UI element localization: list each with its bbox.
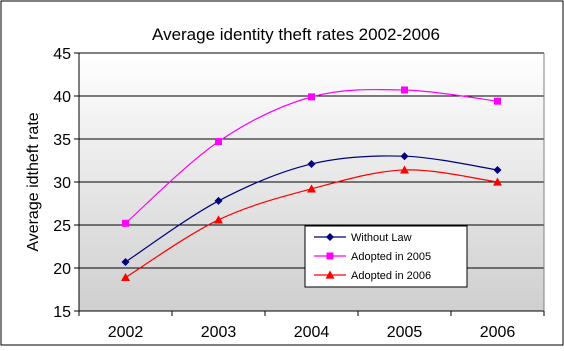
series-line <box>125 88 498 224</box>
data-point <box>400 152 409 161</box>
data-point <box>494 97 501 105</box>
legend-swatch-marker <box>325 270 335 279</box>
data-point <box>121 272 130 282</box>
x-tick-label: 2002 <box>108 324 144 341</box>
legend-swatch-marker <box>326 233 334 241</box>
data-point <box>214 196 223 205</box>
data-point <box>493 177 502 186</box>
data-point <box>122 219 129 227</box>
chart-title: Average identity theft rates 2002-2006 <box>152 25 440 44</box>
y-tick-label: 40 <box>53 89 71 106</box>
y-tick-label: 35 <box>53 132 71 149</box>
y-tick-label: 45 <box>53 46 71 63</box>
x-axis-ticks: 2002 2003 2004 2005 2006 <box>78 311 545 341</box>
y-axis-label: Average idtheft rate <box>25 112 42 251</box>
x-tick-label: 2004 <box>294 324 330 341</box>
data-point <box>307 159 316 168</box>
y-axis-ticks: 15 20 25 30 35 40 45 <box>53 46 79 321</box>
series-3 <box>121 165 502 282</box>
x-tick-label: 2006 <box>480 324 516 341</box>
data-point <box>307 184 316 193</box>
data-point <box>401 86 408 94</box>
data-point <box>493 165 502 174</box>
data-point <box>121 257 130 266</box>
legend-swatch-marker <box>326 252 334 260</box>
x-tick-label: 2003 <box>201 324 237 341</box>
y-tick-label: 30 <box>53 175 71 192</box>
series-2 <box>122 86 501 227</box>
legend-label: Without Law <box>351 232 412 244</box>
legend-item: Adopted in 2006 <box>314 270 431 282</box>
legend-item: Adopted in 2005 <box>314 251 431 263</box>
y-tick-label: 25 <box>53 218 71 235</box>
legend: Without Law Adopted in 2005 Adopted in 200… <box>304 225 468 288</box>
legend-item: Without Law <box>314 232 412 244</box>
data-point <box>400 165 409 174</box>
y-tick-label: 15 <box>53 304 71 321</box>
legend-label: Adopted in 2005 <box>351 251 431 263</box>
data-point <box>214 215 223 224</box>
x-tick-label: 2005 <box>387 324 423 341</box>
legend-label: Adopted in 2006 <box>351 270 431 282</box>
series-layer <box>121 86 502 282</box>
series-1 <box>121 152 502 266</box>
data-point <box>215 138 222 146</box>
data-point <box>308 93 315 101</box>
y-tick-label: 20 <box>53 261 71 278</box>
